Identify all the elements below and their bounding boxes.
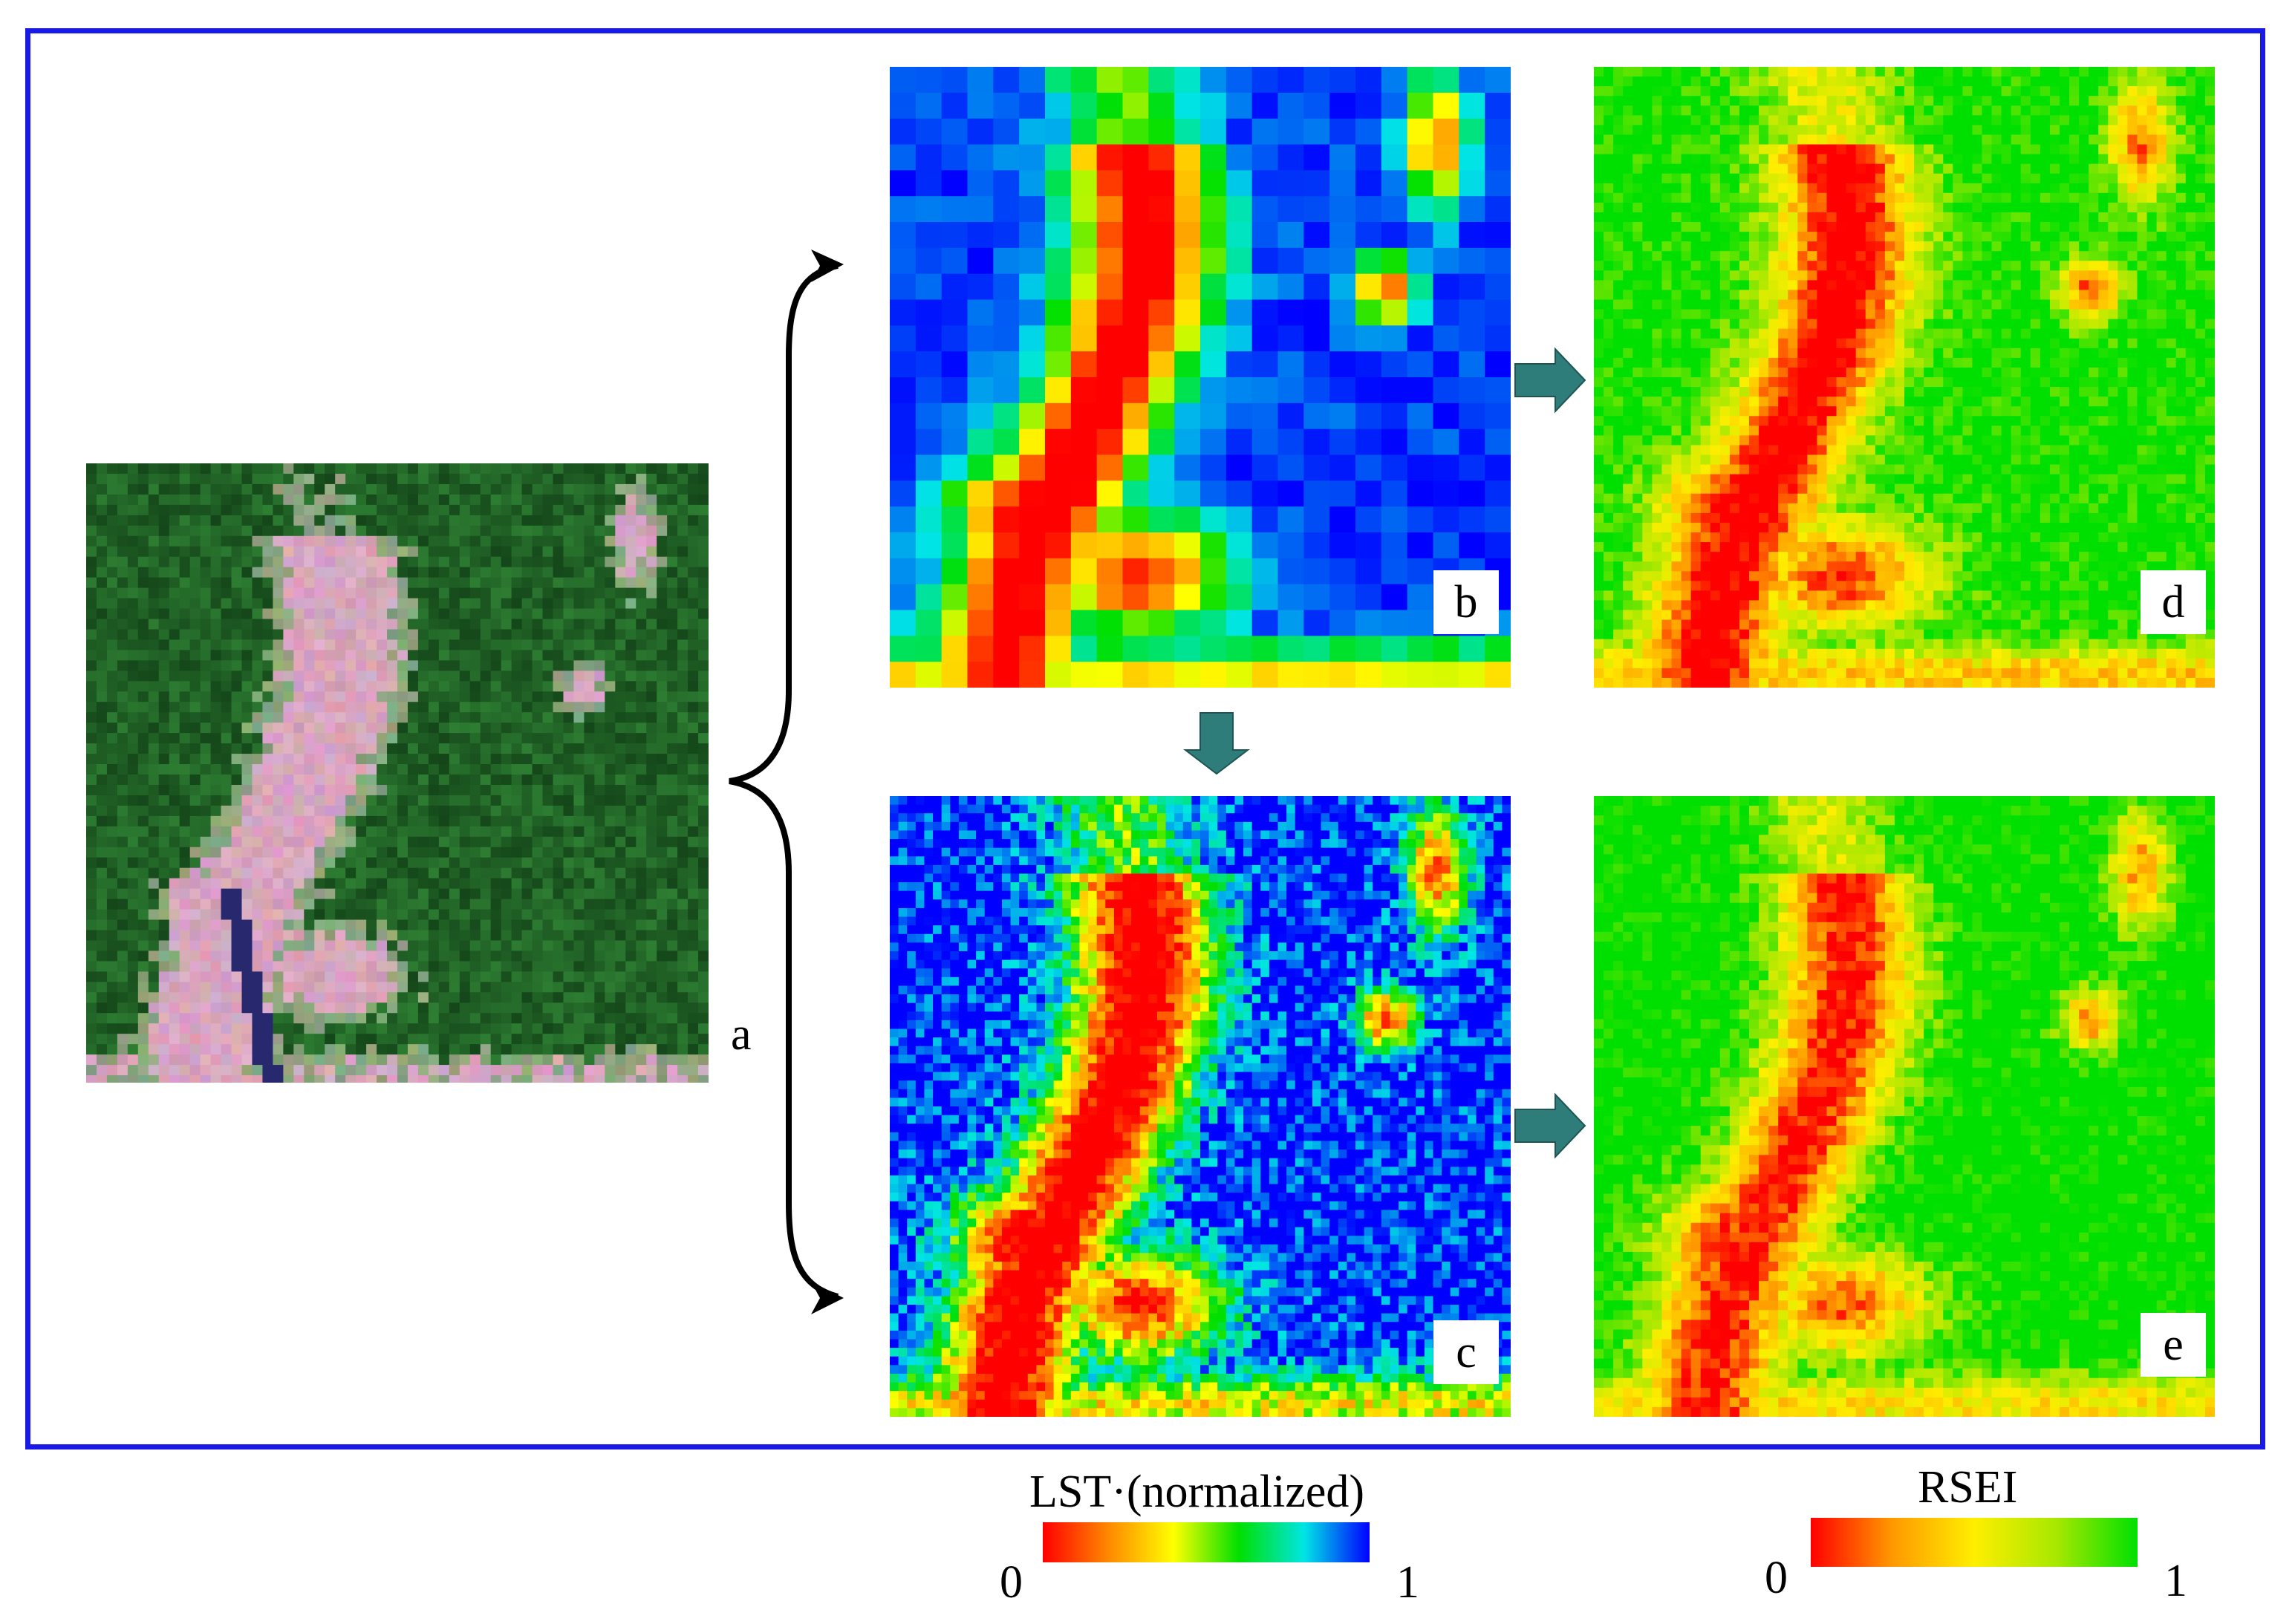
rsei-colorbar-max: 1 — [2164, 1556, 2187, 1606]
panel-e-rsei — [1594, 796, 2215, 1417]
panel-b-label: b — [1433, 570, 1499, 634]
block-arrow-c-to-e — [1514, 1092, 1586, 1159]
block-arrow-b-to-d — [1514, 347, 1586, 414]
lst-colorbar-min: 0 — [1000, 1557, 1023, 1608]
panel-a-label: a — [731, 1009, 752, 1060]
panel-b-lst-coarse — [890, 67, 1511, 688]
panel-c-label: c — [1433, 1320, 1499, 1384]
lst-colorbar-max: 1 — [1396, 1557, 1419, 1608]
curly-brace — [729, 263, 839, 1299]
brace-arrowhead-top — [811, 250, 844, 282]
panel-a-satellite-image — [86, 463, 709, 1083]
panel-d-rsei — [1594, 67, 2215, 688]
rsei-colorbar-min: 0 — [1765, 1553, 1788, 1603]
panel-c-lst-downscaled — [890, 796, 1511, 1417]
block-arrow-b-to-c — [1183, 712, 1250, 775]
figure-frame — [25, 28, 2265, 1449]
rsei-colorbar-title: RSEI — [1918, 1462, 2018, 1513]
panel-e-label: e — [2141, 1313, 2206, 1377]
brace-arrowhead-bottom — [811, 1282, 844, 1314]
rsei-colorbar — [1811, 1518, 2138, 1567]
lst-colorbar-title: LST·(normalized) — [1029, 1467, 1365, 1517]
panel-d-label: d — [2141, 570, 2206, 634]
lst-colorbar — [1043, 1522, 1370, 1562]
